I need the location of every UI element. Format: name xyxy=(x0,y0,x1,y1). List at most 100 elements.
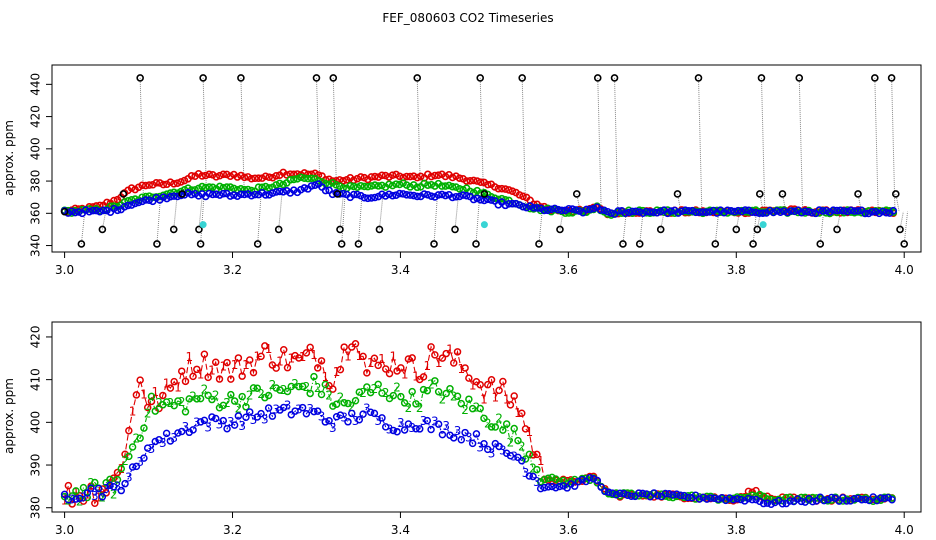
data-point xyxy=(656,207,665,216)
top-points xyxy=(60,74,909,248)
data-point xyxy=(453,348,462,356)
data-point xyxy=(117,486,126,495)
outlier-point xyxy=(253,240,262,248)
data-point xyxy=(710,494,719,503)
series-label-1: 1 xyxy=(163,377,171,391)
data-point xyxy=(773,207,781,215)
data-point xyxy=(423,386,432,395)
data-point xyxy=(141,181,150,190)
data-point xyxy=(201,183,210,192)
x-tick-label: 3.4 xyxy=(391,263,410,277)
data-point xyxy=(279,403,288,412)
data-point xyxy=(408,387,416,396)
data-point xyxy=(604,488,613,496)
data-point xyxy=(540,475,549,484)
data-point xyxy=(518,409,526,418)
series-line-3 xyxy=(64,404,893,505)
data-point xyxy=(344,418,352,426)
data-point xyxy=(113,206,122,215)
data-point xyxy=(514,436,522,445)
data-point xyxy=(120,203,129,211)
data-point xyxy=(219,189,228,198)
data-point xyxy=(684,493,692,502)
series-label-3: 3 xyxy=(102,482,110,496)
drop-line xyxy=(341,194,346,244)
data-point xyxy=(858,495,866,504)
data-point xyxy=(136,434,144,442)
data-point xyxy=(102,489,110,497)
series-label-2: 2 xyxy=(473,400,481,414)
series-label-2: 2 xyxy=(235,401,243,415)
data-point xyxy=(196,418,205,426)
data-point xyxy=(275,187,284,196)
series-label-3: 3 xyxy=(91,489,99,503)
data-point xyxy=(797,208,806,217)
series-label-1: 1 xyxy=(491,390,499,404)
outlier-point xyxy=(896,225,904,234)
data-point xyxy=(200,350,209,358)
data-point xyxy=(536,484,545,493)
data-point xyxy=(582,477,590,486)
series-label-2: 2 xyxy=(212,389,220,403)
drop-line xyxy=(378,195,384,230)
data-point xyxy=(332,400,341,408)
top-drop-lines xyxy=(64,77,909,244)
series-label-2: 2 xyxy=(87,476,95,490)
x-tick-label: 3.4 xyxy=(391,523,410,537)
data-point xyxy=(427,343,435,351)
data-point xyxy=(155,435,163,444)
data-point xyxy=(586,473,594,482)
data-point xyxy=(381,171,390,180)
data-point xyxy=(226,192,235,200)
data-point xyxy=(374,182,383,190)
data-point xyxy=(790,207,799,216)
data-point xyxy=(752,495,760,504)
data-point xyxy=(395,172,404,181)
drop-line xyxy=(798,77,804,212)
series-label-1: 1 xyxy=(355,349,363,363)
data-point xyxy=(635,489,643,497)
data-point xyxy=(72,495,80,503)
data-point xyxy=(98,485,107,493)
drop-line xyxy=(521,77,527,207)
data-point xyxy=(321,418,330,426)
data-point xyxy=(450,434,458,442)
series-label-2: 2 xyxy=(359,386,367,400)
series-label-2: 2 xyxy=(178,395,186,409)
data-point xyxy=(276,386,284,394)
data-point xyxy=(555,477,564,486)
series-label-1: 1 xyxy=(333,365,341,379)
data-point xyxy=(138,197,146,206)
data-point xyxy=(882,208,891,217)
data-point xyxy=(187,171,196,180)
drop-line xyxy=(479,77,485,200)
data-point xyxy=(349,182,358,191)
data-point xyxy=(854,206,862,215)
data-point xyxy=(247,174,256,183)
series-label-3: 3 xyxy=(397,416,405,430)
data-point xyxy=(230,191,238,199)
data-point xyxy=(226,183,235,191)
drop-line xyxy=(639,211,644,244)
data-point xyxy=(499,377,507,386)
top-y-axis-label: approx. ppm xyxy=(2,120,16,196)
series-label-3: 3 xyxy=(318,410,326,424)
outlier-point xyxy=(119,190,128,198)
series-label-3: 3 xyxy=(114,479,122,493)
data-point xyxy=(550,204,559,213)
y-tick-label: 340 xyxy=(29,234,43,257)
data-point xyxy=(434,171,443,180)
data-point xyxy=(536,477,545,486)
series-label-3: 3 xyxy=(431,415,439,429)
series-label-1: 1 xyxy=(287,352,295,366)
data-point xyxy=(487,196,496,204)
data-point xyxy=(282,171,291,179)
data-point xyxy=(453,392,462,400)
data-point xyxy=(778,499,787,508)
data-point xyxy=(540,483,549,492)
data-point xyxy=(268,412,277,420)
data-point xyxy=(612,490,620,499)
data-point xyxy=(205,170,213,179)
